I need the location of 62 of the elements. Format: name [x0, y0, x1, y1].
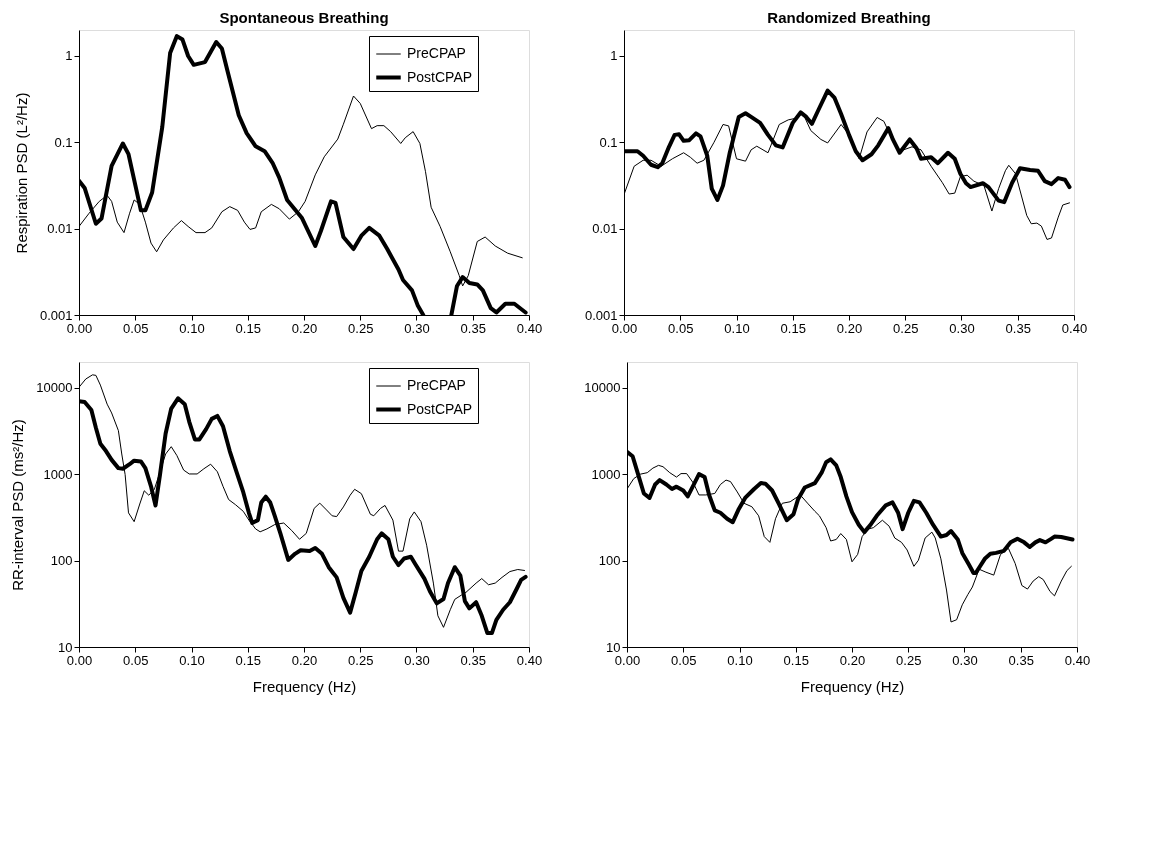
- x-tick-label: 0.35: [460, 320, 486, 336]
- x-tick-label: 0.35: [460, 652, 486, 668]
- y-tick-label: 0.001: [584, 307, 618, 323]
- chart-title: Randomized Breathing: [767, 9, 931, 26]
- x-tick-label: 0.40: [516, 320, 543, 336]
- x-tick-label: 0.40: [1061, 320, 1088, 336]
- x-tick-label: 0.20: [291, 320, 318, 336]
- x-tick-label: 0.30: [949, 320, 975, 336]
- x-axis-title: Frequency (Hz): [800, 677, 905, 695]
- legend-label: PreCPAP: [407, 377, 466, 393]
- x-tick-label: 0.10: [727, 652, 753, 668]
- y-tick-label: 10: [606, 639, 621, 655]
- y-tick-label: 1000: [43, 466, 73, 482]
- x-tick-label: 0.00: [66, 320, 93, 336]
- y-tick-label: 0.001: [39, 307, 73, 323]
- x-tick-label: 0.15: [783, 652, 809, 668]
- y-tick-label: 1000: [591, 466, 621, 482]
- x-axis-title: Frequency (Hz): [252, 677, 357, 695]
- legend-label: PreCPAP: [407, 45, 466, 61]
- x-tick-label: 0.10: [724, 320, 750, 336]
- x-tick-label: 0.00: [611, 320, 638, 336]
- x-tick-label: 0.00: [614, 652, 641, 668]
- x-tick-label: 0.35: [1005, 320, 1031, 336]
- x-tick-label: 0.20: [839, 652, 866, 668]
- x-tick-label: 0.30: [404, 320, 430, 336]
- x-tick-label: 0.10: [179, 320, 205, 336]
- y-tick-label: 1: [65, 48, 73, 64]
- x-tick-label: 0.15: [780, 320, 806, 336]
- y-tick-label: 0.01: [47, 221, 73, 237]
- x-tick-label: 0.15: [235, 652, 261, 668]
- legend-label: PostCPAP: [407, 400, 473, 417]
- x-tick-label: 0.30: [404, 652, 430, 668]
- x-tick-label: 0.05: [123, 652, 149, 668]
- x-tick-label: 0.00: [66, 652, 93, 668]
- x-tick-label: 0.05: [668, 320, 694, 336]
- y-tick-label: 1: [610, 48, 618, 64]
- y-tick-label: 10000: [36, 380, 73, 396]
- y-tick-label: 100: [50, 553, 73, 569]
- y-tick-label: 10000: [584, 380, 621, 396]
- y-axis-title: Respiration PSD (L²/Hz): [12, 92, 30, 254]
- x-tick-label: 0.25: [893, 320, 919, 336]
- y-axis-title: RR-interval PSD (ms²/Hz): [9, 419, 27, 591]
- y-tick-label: 0.1: [599, 134, 618, 150]
- x-tick-label: 0.30: [952, 652, 978, 668]
- x-tick-label: 0.40: [516, 652, 543, 668]
- x-tick-label: 0.05: [671, 652, 697, 668]
- x-tick-label: 0.25: [348, 320, 374, 336]
- x-tick-label: 0.15: [235, 320, 261, 336]
- x-tick-label: 0.05: [123, 320, 149, 336]
- y-tick-label: 0.01: [592, 221, 618, 237]
- x-tick-label: 0.25: [348, 652, 374, 668]
- y-tick-label: 100: [598, 553, 621, 569]
- x-tick-label: 0.10: [179, 652, 205, 668]
- x-tick-label: 0.25: [896, 652, 922, 668]
- y-tick-label: 10: [58, 639, 73, 655]
- x-tick-label: 0.20: [836, 320, 863, 336]
- x-tick-label: 0.35: [1008, 652, 1034, 668]
- x-tick-label: 0.20: [291, 652, 318, 668]
- chart-title: Spontaneous Breathing: [219, 9, 389, 26]
- legend-label: PostCPAP: [407, 68, 473, 85]
- x-tick-label: 0.40: [1064, 652, 1091, 668]
- y-tick-label: 0.1: [54, 134, 73, 150]
